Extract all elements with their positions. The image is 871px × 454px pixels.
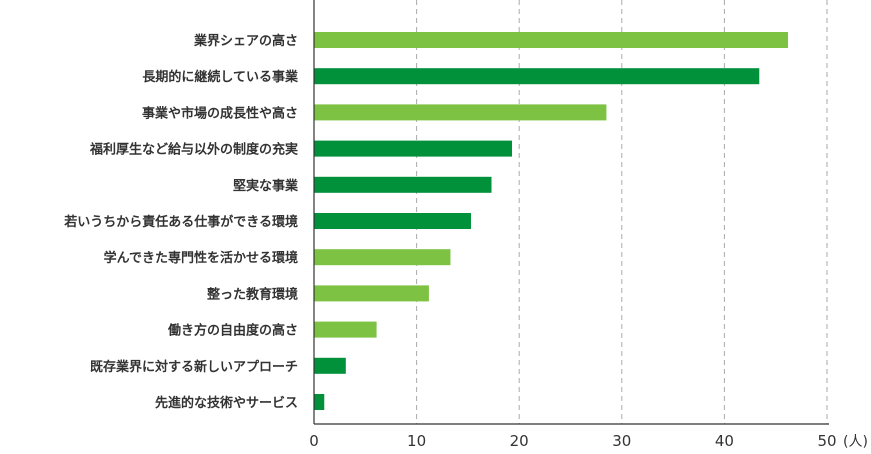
bar-11 [314,394,325,410]
x-tick-label-40: 40 [715,432,734,450]
x-tick-label-0: 0 [309,432,319,450]
category-label-8: 整った教育環境 [206,286,298,302]
x-tick-label-10: 10 [407,432,426,450]
category-label-10: 既存業界に対する新しいアプローチ [90,359,298,375]
bar-7 [314,249,451,266]
category-label-2: 長期的に継続している事業 [142,69,299,85]
category-label-5: 堅実な事業 [233,178,299,194]
category-label-9: 働き方の自由度の高さ [167,323,298,339]
category-label-1: 業界シェアの高さ [193,33,298,49]
x-tick-label-50: 50 [817,432,836,450]
bars [314,32,789,410]
category-label-4: 福利厚生など給与以外の制度の充実 [89,142,298,158]
bar-8 [314,285,429,302]
category-label-3: 事業や市場の成長性や高さ [142,105,298,121]
category-label-11: 先進的な技術やサービス [155,395,298,411]
x-axis-unit-label: (人) [843,434,868,450]
bar-3 [314,104,607,121]
axes [313,0,829,425]
bar-10 [314,357,346,374]
bar-2 [314,68,760,85]
x-tick-label-20: 20 [510,432,529,450]
bar-5 [314,176,492,193]
bar-1 [314,32,789,48]
x-tick-labels: 0 10 20 30 40 50 [309,432,836,450]
x-tick-label-30: 30 [612,432,631,450]
grid-lines [416,0,828,424]
category-labels: 業界シェアの高さ長期的に継続している事業事業や市場の成長性や高さ福利厚生など給与… [63,33,299,411]
bar-4 [314,140,513,157]
category-label-7: 学んできた専門性を活かせる環境 [104,250,298,266]
bar-6 [314,213,471,229]
bar-9 [314,321,377,338]
category-label-6: 若いうちから責任ある仕事ができる環境 [63,214,298,230]
